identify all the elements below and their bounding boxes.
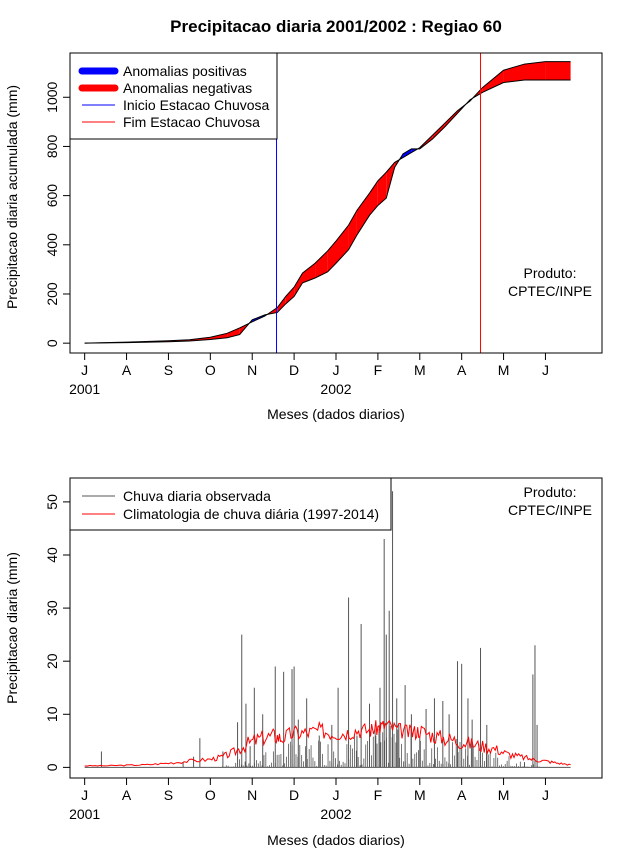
negative-anomaly-segment	[348, 210, 357, 250]
bottom-month-label: J	[333, 787, 340, 803]
top-legend-box	[69, 52, 278, 140]
bottom-year-label: 2001	[69, 806, 100, 822]
top-month-label: M	[414, 362, 426, 378]
bottom-month-label: M	[498, 787, 510, 803]
top-month-label: J	[81, 362, 88, 378]
top-y-tick-label: 0	[44, 339, 60, 347]
bottom-y-tick-label: 30	[44, 600, 60, 616]
top-y-axis-label: Precipitacao diaria acumulada (mm)	[4, 85, 20, 309]
bottom-month-label: S	[164, 787, 173, 803]
chart-title: Precipitacao diaria 2001/2002 : Regiao 6…	[170, 17, 502, 36]
bottom-x-axis: J A S O N D J F M A M J 2001 2002	[69, 778, 549, 822]
positive-anomaly-segment	[403, 148, 412, 158]
bottom-y-tick-label: 20	[44, 653, 60, 669]
negative-anomaly-segment	[315, 250, 328, 278]
top-product-label: Produto:	[524, 265, 577, 281]
accumulation-lines-layer	[84, 61, 571, 344]
bottom-month-label: O	[205, 787, 216, 803]
top-y-axis: 0 200 400 600 800 1000	[44, 81, 70, 347]
top-year-label: 2001	[69, 381, 100, 397]
legend-label-end: Fim Estacao Chuvosa	[123, 114, 260, 130]
bottom-y-tick-label: 10	[44, 706, 60, 722]
negative-anomaly-segment	[545, 61, 571, 81]
negative-anomaly-segment	[482, 70, 504, 93]
top-month-label: A	[457, 362, 467, 378]
top-month-label: J	[542, 362, 549, 378]
negative-anomaly-segment	[285, 287, 295, 304]
top-year-label: 2002	[320, 381, 351, 397]
bottom-y-tick-label: 0	[44, 763, 60, 771]
top-month-label: M	[498, 362, 510, 378]
top-x-axis-label: Meses (dados diarios)	[267, 406, 405, 422]
bottom-year-label: 2002	[320, 806, 351, 822]
daily-rain-bars-layer	[84, 491, 571, 768]
negative-anomaly-segment	[336, 225, 349, 264]
top-month-label: A	[122, 362, 132, 378]
bottom-month-label: F	[374, 787, 383, 803]
top-month-label: S	[164, 362, 173, 378]
bottom-month-label: J	[542, 787, 549, 803]
top-y-tick-label: 1000	[44, 81, 60, 112]
bottom-y-tick-label: 40	[44, 547, 60, 563]
bottom-product-label: Produto:	[524, 484, 577, 500]
bottom-legend-box	[69, 477, 392, 531]
bottom-legend: Chuva diaria observada Climatologia de c…	[69, 477, 392, 531]
top-y-tick-label: 600	[44, 184, 60, 208]
negative-anomaly-segment	[377, 172, 387, 206]
daily-precipitation-chart: 0 10 20 30 40 50 J A S O N D J F M A M J 2001 2002 Precipi…	[4, 477, 603, 848]
top-month-label: J	[333, 362, 340, 378]
legend-label-onset: Inicio Estacao Chuvosa	[123, 97, 270, 113]
top-month-label: N	[247, 362, 257, 378]
negative-anomaly-segment	[524, 61, 546, 81]
top-month-label: O	[205, 362, 216, 378]
legend-label-climatology: Climatologia de chuva diária (1997-2014)	[123, 506, 379, 522]
top-month-label: F	[374, 362, 383, 378]
top-y-tick-label: 400	[44, 233, 60, 257]
bottom-product-source: CPTEC/INPE	[508, 502, 592, 518]
anomaly-fill-layer	[84, 61, 571, 344]
bottom-y-tick-label: 50	[44, 494, 60, 510]
legend-label-positive: Anomalias positivas	[123, 63, 247, 79]
top-month-label: D	[289, 362, 299, 378]
negative-anomaly-segment	[294, 273, 303, 297]
negative-anomaly-segment	[369, 180, 378, 216]
top-x-axis: J A S O N D J F M A M J 2001 2002	[69, 353, 549, 397]
negative-anomaly-segment	[277, 296, 286, 313]
negative-anomaly-segment	[356, 193, 370, 235]
top-y-tick-label: 800	[44, 135, 60, 159]
top-y-tick-label: 200	[44, 282, 60, 306]
bottom-y-axis-label: Precipitacao diaria (mm)	[4, 552, 20, 704]
bottom-y-axis: 0 10 20 30 40 50	[44, 494, 70, 771]
bottom-month-label: A	[457, 787, 467, 803]
bottom-month-label: M	[414, 787, 426, 803]
negative-anomaly-segment	[432, 123, 445, 140]
bottom-x-axis-label: Meses (dados diarios)	[267, 832, 405, 848]
climatology-daily-line	[84, 719, 571, 767]
bottom-month-label: N	[247, 787, 257, 803]
bottom-month-label: A	[122, 787, 132, 803]
top-product-source: CPTEC/INPE	[508, 283, 592, 299]
negative-anomaly-segment	[302, 263, 316, 283]
bottom-month-label: D	[289, 787, 299, 803]
legend-label-negative: Anomalias negativas	[123, 80, 252, 96]
bottom-month-label: J	[81, 787, 88, 803]
top-legend: Anomalias positivas Anomalias negativas …	[69, 52, 278, 140]
accumulated-precipitation-chart: Precipitacao diaria 2001/2002 : Regiao 6…	[4, 17, 603, 422]
climatology-line-layer	[84, 719, 571, 767]
observed-accumulated-line	[84, 79, 571, 344]
legend-label-observed: Chuva diaria observada	[123, 488, 271, 504]
